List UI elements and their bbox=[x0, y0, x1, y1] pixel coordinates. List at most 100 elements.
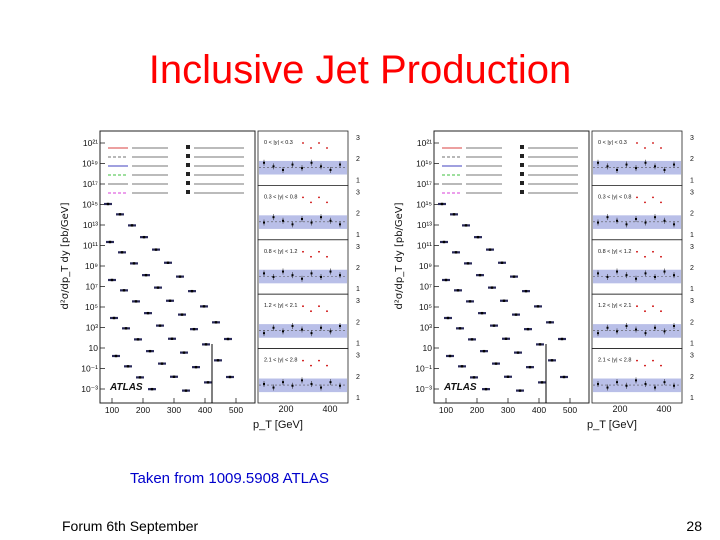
ratio-tick-label: 1 bbox=[690, 286, 694, 293]
ratio-tick-label: 3 bbox=[690, 189, 694, 196]
ratio-point bbox=[606, 326, 609, 329]
theory-point bbox=[318, 359, 320, 362]
spectrum-marker bbox=[470, 338, 474, 341]
ratio-point bbox=[291, 274, 294, 277]
y-tick-label: 10²¹ bbox=[83, 138, 98, 148]
theory-point bbox=[302, 305, 304, 308]
legend-marker bbox=[520, 154, 524, 158]
y-tick-label: 10¹⁷ bbox=[83, 179, 98, 189]
spectrum-marker bbox=[120, 251, 124, 254]
spectrum-marker bbox=[516, 351, 520, 354]
ratio-x-tick-label: 200 bbox=[612, 404, 627, 414]
ratio-point bbox=[644, 221, 647, 224]
atlas-logo: ATLAS bbox=[443, 382, 477, 393]
ratio-point bbox=[339, 163, 341, 166]
spectrum-marker bbox=[452, 213, 456, 216]
ratio-range-label: 2.1 < |y| < 2.8 bbox=[264, 358, 297, 364]
ratio-range-label: 2.1 < |y| < 2.8 bbox=[598, 358, 631, 364]
y-tick-label: 10³ bbox=[86, 323, 98, 333]
spectrum-marker bbox=[168, 299, 172, 302]
spectrum-marker bbox=[184, 389, 188, 392]
ratio-range-label: 0.3 < |y| < 0.8 bbox=[264, 194, 297, 200]
ratio-point bbox=[625, 324, 628, 327]
y-tick-label: 10⁻³ bbox=[415, 384, 432, 394]
ratio-range-label: 0.3 < |y| < 0.8 bbox=[598, 194, 631, 200]
spectrum-marker bbox=[526, 327, 530, 331]
spectrum-marker bbox=[182, 351, 186, 354]
legend-marker bbox=[520, 181, 524, 185]
spectrum-marker bbox=[158, 324, 162, 327]
ratio-tick-label: 3 bbox=[690, 298, 694, 305]
xlabel: p_T [GeV] bbox=[253, 419, 303, 431]
ratio-tick-label: 1 bbox=[690, 395, 694, 402]
ratio-point bbox=[663, 168, 666, 171]
ratio-point bbox=[673, 384, 675, 387]
ratio-point bbox=[663, 219, 666, 222]
ratio-x-tick-label: 400 bbox=[656, 404, 671, 414]
ratio-tick-label: 3 bbox=[690, 135, 694, 142]
spectrum-marker bbox=[484, 387, 488, 391]
y-tick-label: 10⁷ bbox=[85, 282, 98, 292]
ratio-point bbox=[673, 274, 675, 277]
x-tick-label: 400 bbox=[198, 405, 212, 415]
ratio-point bbox=[654, 275, 656, 278]
spectrum-marker bbox=[480, 311, 484, 315]
y-tick-label: 10⁷ bbox=[419, 282, 432, 292]
ratio-point bbox=[654, 386, 656, 389]
ratio-point bbox=[320, 326, 322, 329]
theory-point bbox=[326, 147, 328, 149]
spectrum-marker bbox=[476, 235, 480, 239]
ratio-range-label: 0.8 < |y| < 1.2 bbox=[264, 249, 297, 255]
theory-point bbox=[652, 142, 654, 144]
ratio-point bbox=[291, 163, 294, 166]
spectrum-marker bbox=[444, 278, 448, 282]
y-tick-label: 10⁵ bbox=[419, 302, 432, 312]
spectrum-marker bbox=[154, 248, 158, 251]
legend-marker bbox=[520, 145, 524, 149]
theory-point bbox=[302, 142, 304, 144]
spectrum-marker bbox=[524, 289, 528, 293]
x-tick-label: 500 bbox=[563, 405, 577, 415]
spectrum-marker bbox=[458, 327, 462, 330]
ratio-range-label: 0 < |y| < 0.3 bbox=[264, 140, 293, 146]
ratio-panel bbox=[257, 185, 349, 241]
ratio-tick-label: 2 bbox=[690, 211, 694, 218]
spectrum-marker bbox=[492, 324, 496, 327]
spectrum-marker bbox=[502, 299, 506, 302]
theory-point bbox=[660, 310, 662, 313]
x-tick-label: 200 bbox=[470, 405, 484, 415]
theory-point bbox=[302, 359, 304, 362]
legend-marker bbox=[520, 163, 524, 167]
ratio-panels: 0 < |y| < 0.3 3 2 1 0.3 < |y| < 0.8 3 2 1 0.8 < … bbox=[591, 130, 694, 414]
ratio-point bbox=[272, 216, 275, 219]
ratio-panel bbox=[257, 130, 349, 186]
ratio-tick-label: 1 bbox=[356, 177, 360, 184]
main-panel-frame bbox=[433, 130, 590, 404]
spectrum-marker bbox=[108, 240, 112, 244]
footer-text: Forum 6th September bbox=[62, 518, 199, 534]
ratio-point bbox=[282, 270, 284, 273]
ratio-range-label: 1.2 < |y| < 2.1 bbox=[264, 303, 297, 309]
spectrum-marker bbox=[138, 376, 142, 379]
spectrum-marker bbox=[460, 365, 464, 368]
ratio-point bbox=[654, 326, 656, 329]
ratio-tick-label: 2 bbox=[690, 319, 694, 326]
ratio-point bbox=[606, 216, 609, 219]
theory-point bbox=[326, 255, 328, 258]
spectrum-marker bbox=[148, 349, 152, 353]
ratio-point bbox=[673, 163, 675, 166]
slide-title: Inclusive Jet Production bbox=[148, 48, 572, 92]
y-tick-label: 10²¹ bbox=[417, 138, 432, 148]
spectrum-marker bbox=[172, 375, 176, 378]
figure-right-svg: d²σ/dp_T dy [pb/GeV] 10²¹ 10¹⁹ 10¹⁷ 10¹⁵ 10¹… bbox=[392, 126, 702, 436]
theory-point bbox=[310, 147, 312, 149]
ratio-point bbox=[625, 274, 628, 277]
legend-marker bbox=[186, 181, 190, 185]
spectrum-marker bbox=[538, 343, 542, 346]
spectrum-marker bbox=[156, 286, 160, 289]
spectrum-marker bbox=[216, 359, 220, 362]
ratio-point bbox=[597, 332, 599, 335]
ratio-point bbox=[310, 161, 313, 164]
spectrum-marker bbox=[488, 248, 492, 251]
spectrum-marker bbox=[118, 213, 122, 216]
